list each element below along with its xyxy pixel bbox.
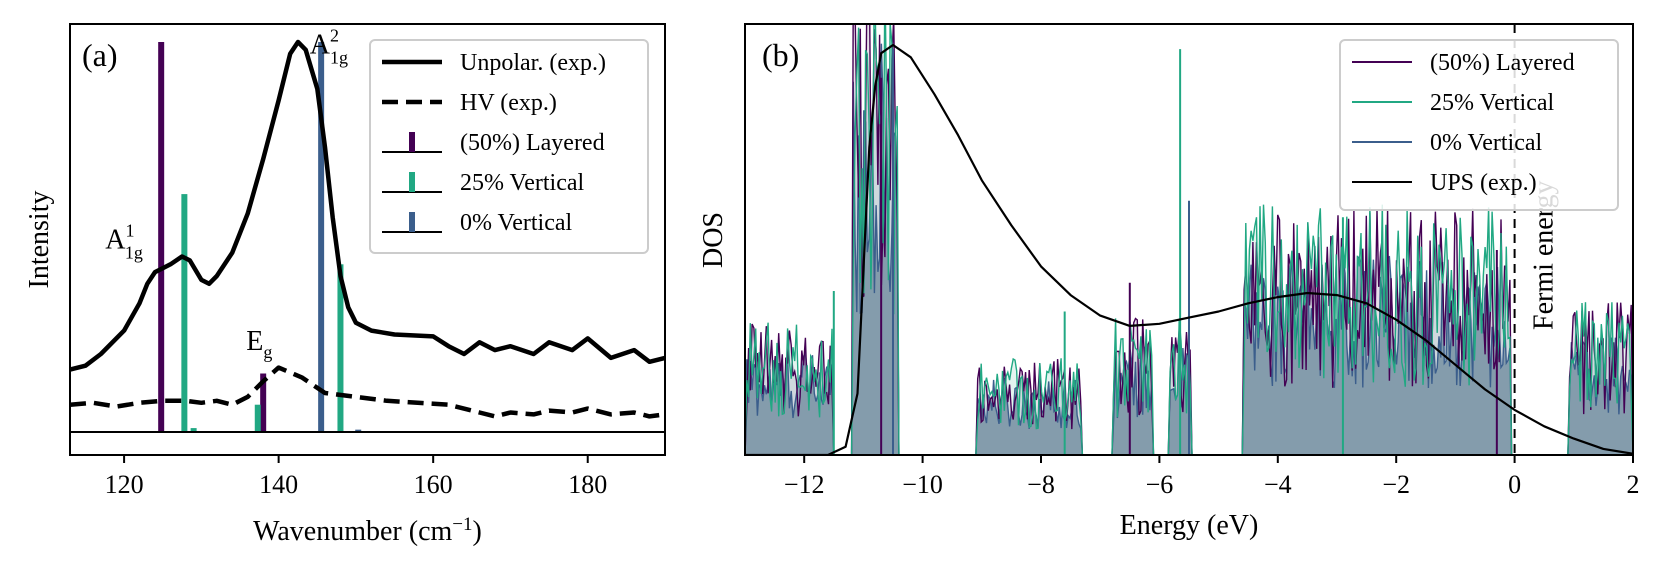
x-tick-label-b--10: −10 xyxy=(902,470,943,499)
series-hv-exp xyxy=(69,365,666,419)
legend-a-swatch-25-vertical xyxy=(409,172,415,192)
legend-a-label-50-layered: (50%) Layered xyxy=(460,130,605,156)
dos-line-25-vertical-0 xyxy=(745,322,835,455)
legend-b-label-ups-exp: UPS (exp.) xyxy=(1430,170,1537,196)
x-tick-label-b--6: −6 xyxy=(1146,470,1174,499)
stick-50-layered-0 xyxy=(158,42,165,432)
x-tick-label-160: 160 xyxy=(414,470,453,499)
x-tick-label-120: 120 xyxy=(105,470,144,499)
series-ups-exp xyxy=(745,43,1633,455)
x-tick-label-b--4: −4 xyxy=(1264,470,1292,499)
stick-0-vertical-0 xyxy=(318,42,325,432)
stick-50-layered-1 xyxy=(260,373,267,432)
dos-line-25-vertical-3 xyxy=(1111,318,1155,455)
panel-label-b: (b) xyxy=(762,37,799,73)
legend-a-box xyxy=(369,39,649,254)
legend-a-swatch-0-vertical xyxy=(409,212,415,232)
x-tick-label-b-0: 0 xyxy=(1508,470,1521,499)
x-tick-label-b--8: −8 xyxy=(1027,470,1055,499)
peak-annotation-0: A1 1g xyxy=(105,221,143,263)
x-tick-label-b--2: −2 xyxy=(1382,470,1410,499)
x-tick-label-140: 140 xyxy=(259,470,298,499)
peak-annotation-2: A2 1g xyxy=(310,26,348,68)
plot-area-b xyxy=(745,24,1633,455)
legend-b-label-0-vertical: 0% Vertical xyxy=(1430,130,1543,156)
series-unpolar-exp xyxy=(69,39,666,372)
dos-line-0-vertical-0 xyxy=(745,350,835,455)
stick-25-vertical-3 xyxy=(337,264,344,432)
stick-0-vertical-1 xyxy=(355,429,362,432)
legend-a-label-0-vertical: 0% Vertical xyxy=(460,210,573,236)
legend-b-label-25-vertical: 25% Vertical xyxy=(1430,90,1555,116)
y-axis-label-b: DOS xyxy=(698,212,729,268)
panel-a: 120 140 160 180 Wavenumber (cm−1) Intensity (a… xyxy=(24,23,666,548)
dos-fill-0-vertical-5 xyxy=(1242,255,1512,455)
stick-25-vertical-0 xyxy=(181,194,188,432)
x-tick-label-b--12: −12 xyxy=(784,470,825,499)
dos-fill-50-layered-5 xyxy=(1242,208,1512,455)
legend-a-swatch-50-layered xyxy=(409,132,415,152)
y-axis-label: Intensity xyxy=(24,191,55,289)
panel-label-a: (a) xyxy=(82,37,118,73)
dos-line-25-vertical-5 xyxy=(1241,204,1513,455)
legend-b-box xyxy=(1339,39,1619,211)
axes-frame-a xyxy=(69,23,666,456)
peak-annotation-1: Eg xyxy=(246,326,272,362)
x-axis-label: Wavenumber (cm−1) xyxy=(253,514,482,548)
x-axis-label-b: Energy (eV) xyxy=(1120,510,1259,541)
x-tick-label-b-2: 2 xyxy=(1627,470,1640,499)
dos-fill-0-vertical-3 xyxy=(1112,345,1154,455)
axes-frame-b xyxy=(744,23,1634,456)
dos-line-0-vertical-3 xyxy=(1111,345,1155,455)
x-tick-label-180: 180 xyxy=(568,470,607,499)
dos-line-25-vertical-6 xyxy=(1567,302,1633,455)
legend-a-label-25-vertical: 25% Vertical xyxy=(460,170,585,196)
legend-a-label-unpolar-exp: Unpolar. (exp.) xyxy=(460,50,606,76)
stick-25-vertical-1 xyxy=(190,428,197,432)
stick-25-vertical-2 xyxy=(254,404,261,432)
dos-fill-0-vertical-2 xyxy=(975,377,1083,455)
legend-a-label-hv-exp: HV (exp.) xyxy=(460,90,557,116)
dos-line-25-vertical-1 xyxy=(850,24,900,455)
legend-b-label-50-layered: (50%) Layered xyxy=(1430,50,1575,76)
